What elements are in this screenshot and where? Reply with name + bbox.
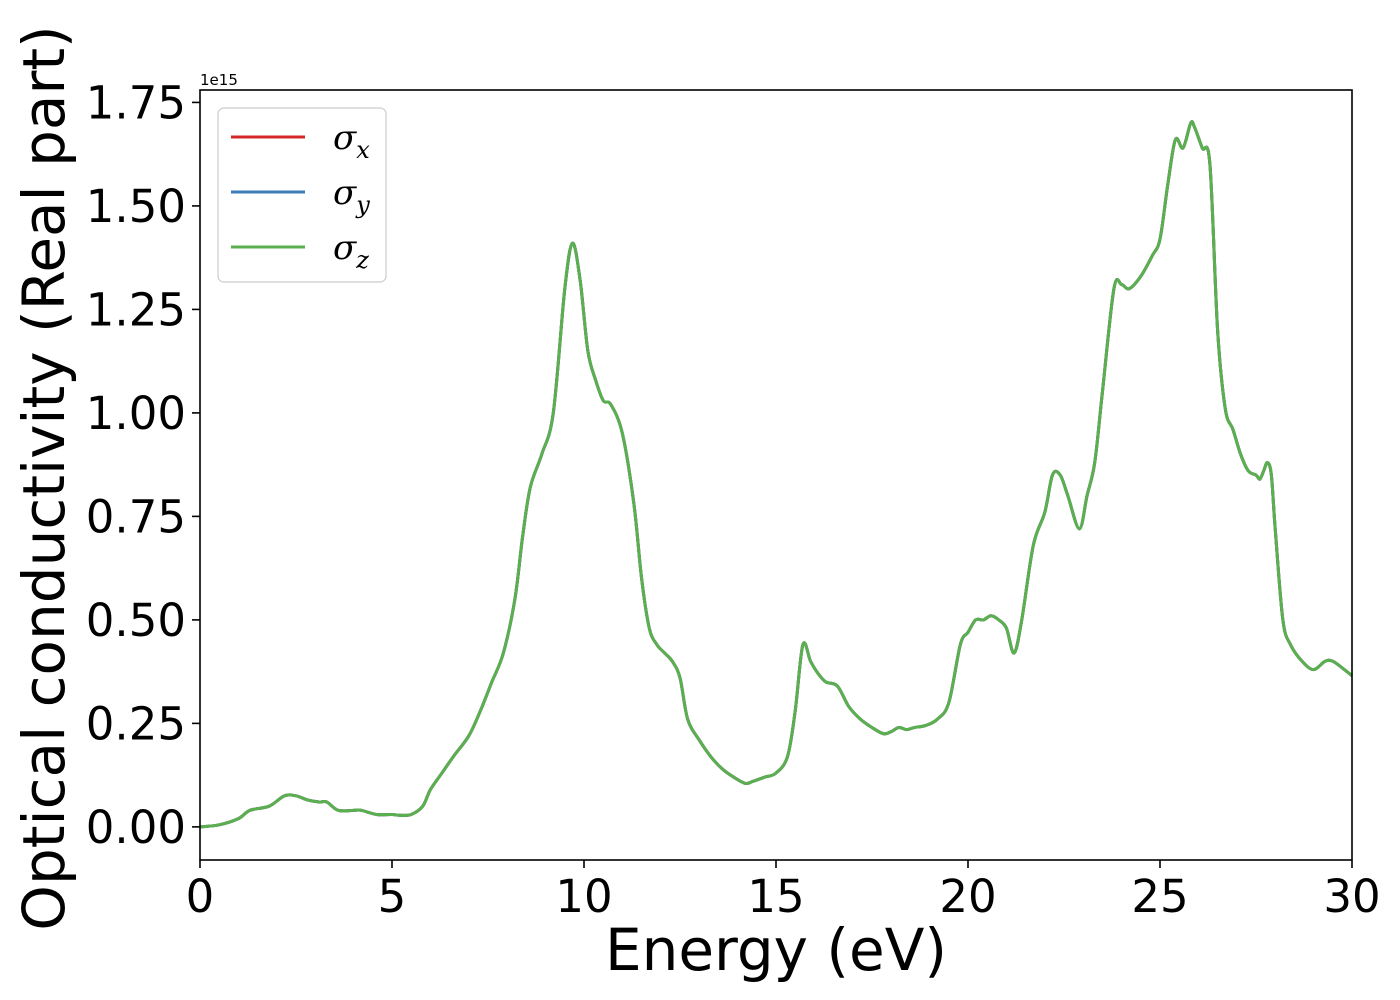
series-line-sigma-z	[199, 120, 1353, 829]
y-axis-label: Optical conductivity (Real part)	[10, 25, 78, 930]
y-tick-label: 1.00	[86, 387, 186, 440]
x-tick-label: 0	[186, 870, 215, 923]
x-tick-label: 30	[1323, 870, 1380, 923]
y-tick-label: 0.25	[86, 697, 186, 750]
x-tick-label: 15	[747, 870, 804, 923]
plot-area	[200, 90, 1352, 860]
y-tick-label: 1.75	[86, 76, 186, 129]
x-tick-label: 5	[378, 870, 407, 923]
series-layer	[199, 120, 1353, 829]
y-tick-label: 1.50	[86, 180, 186, 233]
y-offset-label: 1e15	[200, 71, 238, 89]
x-axis: 0 5 10 15 20 25 30	[186, 860, 1381, 923]
y-tick-label: 0.75	[86, 490, 186, 543]
x-axis-label: Energy (eV)	[605, 916, 947, 984]
y-axis: 0.00 0.25 0.50 0.75 1.00 1.25 1.50 1.75	[86, 76, 200, 854]
legend-box	[217, 107, 387, 283]
x-tick-label: 20	[939, 870, 996, 923]
y-tick-label: 0.00	[86, 801, 186, 854]
x-tick-label: 25	[1131, 870, 1188, 923]
y-tick-label: 0.50	[86, 594, 186, 647]
x-tick-label: 10	[555, 870, 612, 923]
y-tick-label: 1.25	[86, 283, 186, 336]
